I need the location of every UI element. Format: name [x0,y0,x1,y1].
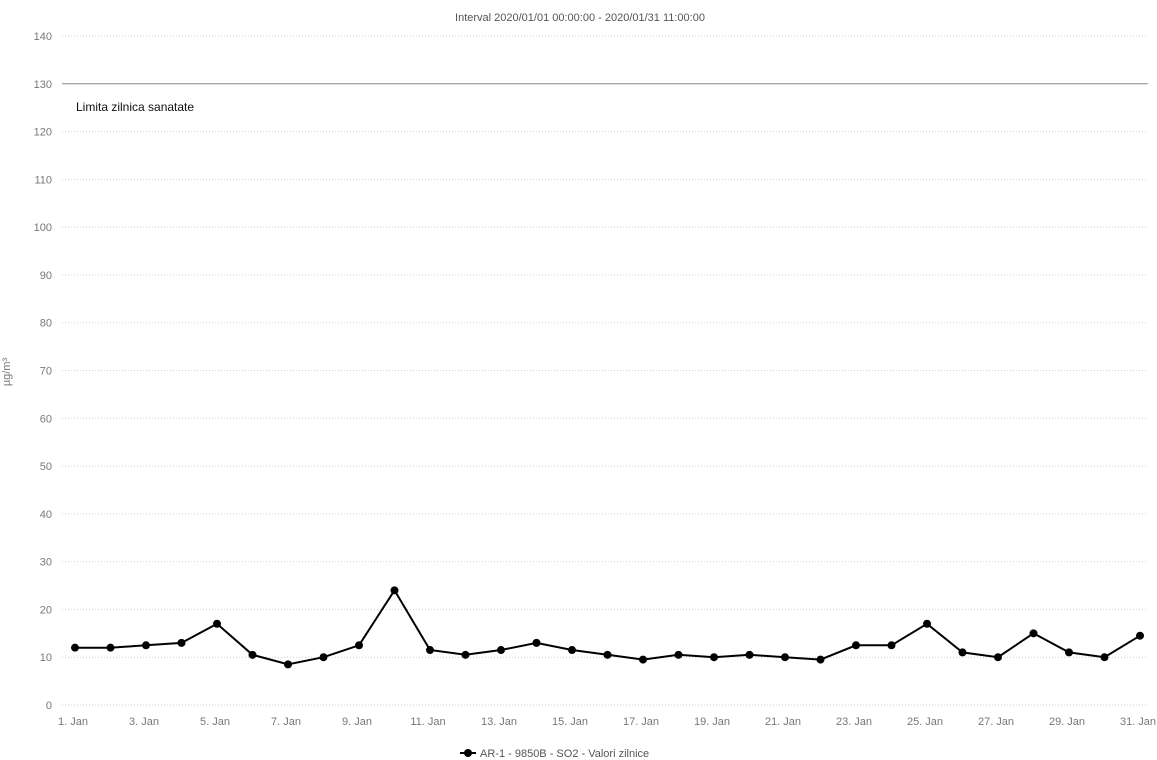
y-tick-label: 60 [40,413,52,425]
data-point[interactable] [142,641,150,650]
data-point[interactable] [497,646,505,655]
data-point[interactable] [1029,629,1038,638]
y-tick-label: 80 [40,318,52,330]
y-tick-label: 30 [40,557,52,569]
x-tick-label: 23. Jan [836,716,872,728]
data-point[interactable] [355,641,363,650]
data-point[interactable] [816,655,825,664]
y-tick-label: 100 [34,222,52,234]
data-point[interactable] [319,653,328,662]
y-axis-ticks: 0 10 20 30 40 50 60 70 80 90 100 110 120 130 140 [34,31,52,712]
y-tick-label: 50 [40,461,52,473]
y-tick-label: 0 [46,700,52,712]
x-tick-label: 7. Jan [271,716,301,728]
grid-lines [62,35,1148,706]
data-point[interactable] [1136,631,1144,640]
series-group [71,586,1144,669]
y-tick-label: 130 [34,79,52,91]
x-tick-label: 19. Jan [694,716,730,728]
legend[interactable]: AR-1 - 9850B - SO2 - Valori zilnice [460,748,649,760]
data-point[interactable] [923,619,931,628]
data-point[interactable] [284,660,292,669]
y-tick-label: 20 [40,604,52,616]
y-tick-label: 110 [34,174,52,186]
y-tick-label: 140 [34,31,52,43]
y-tick-label: 10 [40,652,52,664]
data-point[interactable] [106,643,115,652]
data-point[interactable] [426,646,434,655]
x-tick-label: 11. Jan [410,716,445,728]
x-tick-label: 29. Jan [1049,716,1085,728]
data-point[interactable] [994,653,1002,662]
data-point[interactable] [852,641,860,650]
threshold-label: Limita zilnica sanatate [76,100,194,114]
data-point[interactable] [532,638,541,647]
data-point[interactable] [177,638,186,647]
x-tick-label: 3. Jan [129,716,159,728]
x-tick-label: 13. Jan [481,716,517,728]
y-tick-label: 40 [40,509,52,521]
x-tick-label: 31. Jan [1120,716,1156,728]
threshold-line-group: Limita zilnica sanatate [62,83,1148,114]
y-tick-label: 90 [40,270,52,282]
x-tick-label: 27. Jan [978,716,1014,728]
x-tick-label: 15. Jan [552,716,588,728]
data-point[interactable] [710,653,718,662]
x-tick-label: 25. Jan [907,716,943,728]
data-point[interactable] [461,650,470,659]
y-tick-label: 120 [34,127,52,139]
data-point[interactable] [639,655,647,664]
x-axis-ticks: 1. Jan 3. Jan 5. Jan 7. Jan 9. Jan 11. Jan 13.… [58,716,1156,728]
data-point[interactable] [390,586,399,595]
x-tick-label: 17. Jan [623,716,659,728]
data-point[interactable] [958,648,967,657]
data-point[interactable] [248,650,257,659]
x-tick-label: 21. Jan [765,716,801,728]
data-point[interactable] [71,643,79,652]
y-tick-label: 70 [40,366,52,378]
data-point[interactable] [1065,648,1073,657]
legend-marker-icon [464,749,472,757]
data-point[interactable] [1100,653,1109,662]
y-axis-label: µg/m³ [1,357,13,386]
legend-label: AR-1 - 9850B - SO2 - Valori zilnice [480,748,649,760]
data-point[interactable] [745,650,754,659]
x-tick-label: 1. Jan [58,716,88,728]
data-point[interactable] [781,653,789,662]
x-tick-label: 9. Jan [342,716,372,728]
data-point[interactable] [887,641,896,650]
data-point[interactable] [603,650,612,659]
chart-title: Interval 2020/01/01 00:00:00 - 2020/01/3… [455,12,705,24]
x-tick-label: 5. Jan [200,716,230,728]
data-point[interactable] [568,646,576,655]
data-point[interactable] [213,619,221,628]
data-point[interactable] [674,650,683,659]
